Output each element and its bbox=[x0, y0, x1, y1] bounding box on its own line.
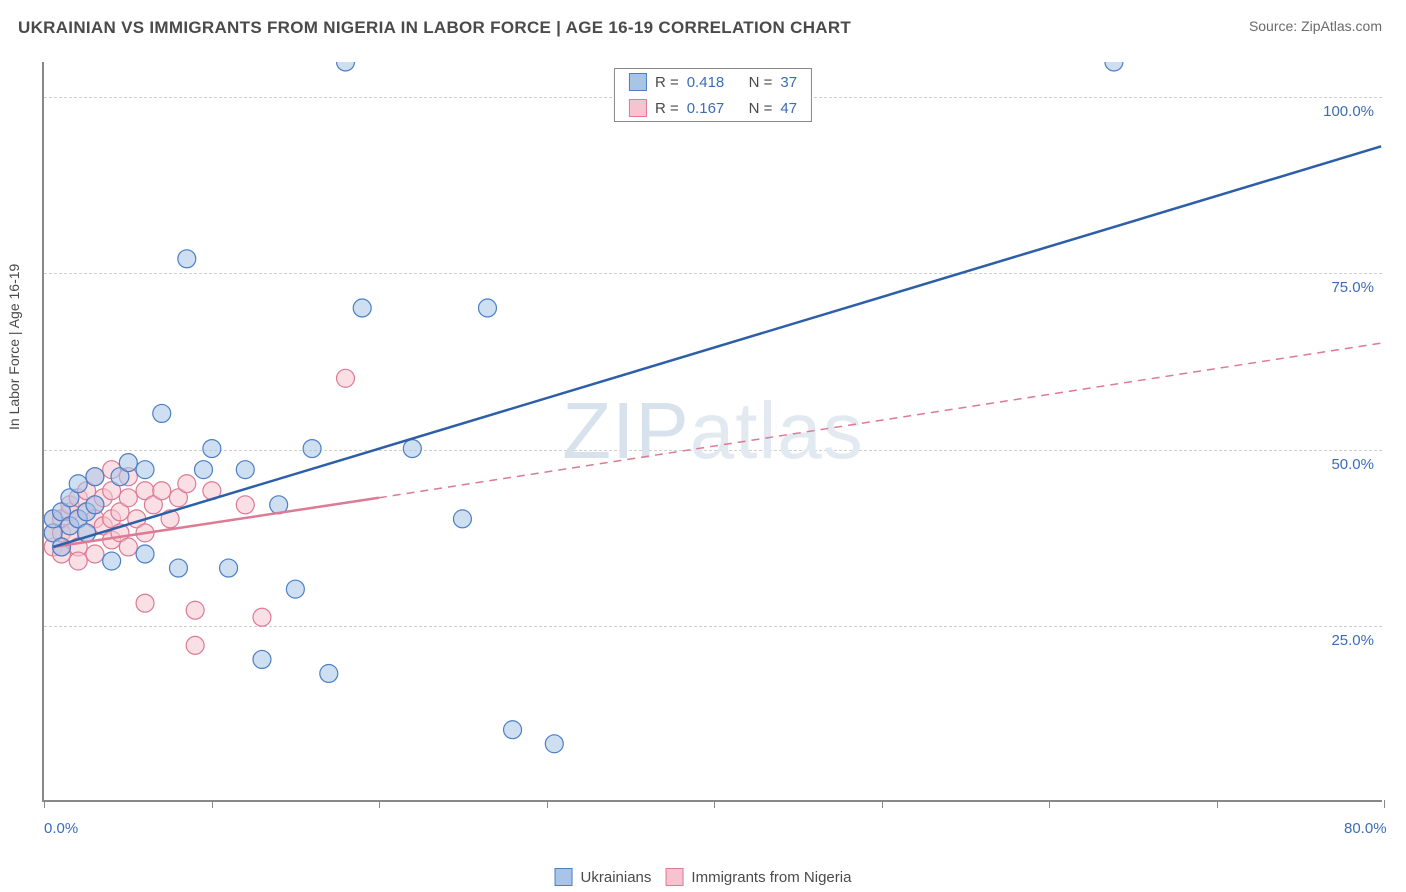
n-label: N = bbox=[749, 74, 773, 91]
scatter-svg bbox=[44, 62, 1382, 800]
chart-plot-area: ZIPatlas R = 0.418 N = 37 R = 0.167 N = … bbox=[42, 62, 1382, 802]
r-value-nig: 0.167 bbox=[687, 100, 725, 117]
series-legend: Ukrainians Immigrants from Nigeria bbox=[555, 868, 852, 886]
x-tick-label: 0.0% bbox=[44, 820, 78, 837]
r-label: R = bbox=[655, 100, 679, 117]
r-label: R = bbox=[655, 74, 679, 91]
legend-label-nig: Immigrants from Nigeria bbox=[691, 869, 851, 886]
n-value-ukr: 37 bbox=[780, 74, 797, 91]
legend-row-nig: R = 0.167 N = 47 bbox=[615, 95, 811, 121]
y-axis-label: In Labor Force | Age 16-19 bbox=[6, 264, 22, 430]
n-value-nig: 47 bbox=[780, 100, 797, 117]
n-label: N = bbox=[749, 100, 773, 117]
chart-source: Source: ZipAtlas.com bbox=[1249, 18, 1382, 34]
r-value-ukr: 0.418 bbox=[687, 74, 725, 91]
swatch-pink-icon bbox=[665, 868, 683, 886]
legend-row-ukr: R = 0.418 N = 37 bbox=[615, 69, 811, 95]
legend-item-ukr: Ukrainians bbox=[555, 868, 652, 886]
swatch-blue-icon bbox=[555, 868, 573, 886]
swatch-pink-icon bbox=[629, 99, 647, 117]
x-tick-label: 80.0% bbox=[1344, 820, 1387, 837]
swatch-blue-icon bbox=[629, 73, 647, 91]
legend-item-nig: Immigrants from Nigeria bbox=[665, 868, 851, 886]
legend-label-ukr: Ukrainians bbox=[581, 869, 652, 886]
chart-title: UKRAINIAN VS IMMIGRANTS FROM NIGERIA IN … bbox=[18, 18, 851, 38]
correlation-legend: R = 0.418 N = 37 R = 0.167 N = 47 bbox=[614, 68, 812, 122]
